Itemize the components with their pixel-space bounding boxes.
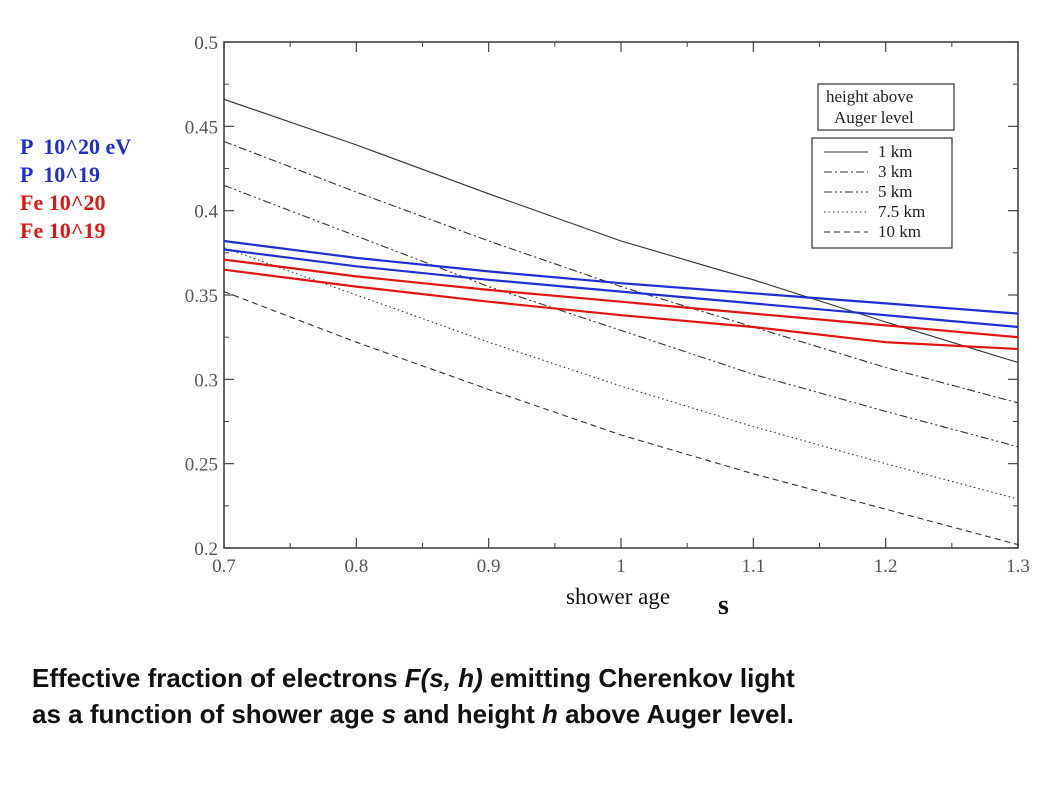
series-line-6 — [223, 239, 1019, 315]
series-line-5 — [223, 291, 1019, 546]
legend-label: 5 km — [878, 182, 912, 201]
legend-box — [811, 137, 953, 249]
series-line-1 — [223, 98, 1019, 364]
x-tick-label: 1.2 — [874, 556, 898, 577]
x-tick-label: 0.9 — [477, 556, 501, 577]
series-layer — [223, 98, 1019, 546]
side-legend-p-1e20: P 10^20 eV — [20, 134, 132, 159]
legend-label: 1 km — [878, 142, 912, 161]
x-tick-label: 1.3 — [1006, 556, 1030, 577]
x-tick-label: 1.1 — [741, 556, 765, 577]
series-line-2 — [223, 140, 1019, 404]
side-legend-p-1e19: P 10^19 — [20, 162, 101, 187]
series-line-9 — [223, 268, 1019, 351]
side-legend-fe-1e20: Fe 10^20 — [20, 190, 106, 215]
legend-title-line-1: height above — [826, 87, 913, 106]
series-line-7 — [223, 248, 1019, 329]
legend-label: 7.5 km — [878, 202, 925, 221]
chart: 0.7 0.8 0.9 1 1.1 1.2 1.3 0.2 0.25 0.3 0.35 0.4 0.45… — [185, 33, 1030, 621]
x-tick-label: 0.8 — [344, 556, 368, 577]
series-line-8 — [223, 258, 1019, 339]
caption-line-2: as a function of shower age s and height… — [32, 699, 794, 729]
axis-ticks: 0.7 0.8 0.9 1 1.1 1.2 1.3 0.2 0.25 0.3 0.35 0.4 0.45… — [185, 33, 1030, 577]
x-axis-label: shower age — [566, 584, 670, 609]
caption-line-1: Effective fraction of electrons F(s, h) … — [32, 663, 795, 693]
y-tick-label: 0.25 — [185, 455, 218, 476]
series-line-4 — [223, 247, 1019, 500]
legend-title-line-2: Auger level — [834, 108, 914, 127]
y-tick-label: 0.4 — [194, 202, 218, 223]
series-line-3 — [223, 184, 1019, 448]
x-tick-label: 0.7 — [212, 556, 236, 577]
figure-caption: Effective fraction of electrons F(s, h) … — [32, 660, 1042, 732]
side-legend: P 10^20 eV P 10^19 Fe 10^20 Fe 10^19 — [20, 133, 131, 245]
y-tick-label: 0.5 — [194, 33, 218, 54]
x-axis-symbol: s — [718, 590, 729, 621]
y-tick-label: 0.3 — [194, 370, 218, 391]
legend-label: 3 km — [878, 162, 912, 181]
y-tick-label: 0.2 — [194, 539, 218, 560]
inner-legend: height above Auger level 1 km3 km5 km7.5… — [811, 83, 955, 249]
y-tick-label: 0.45 — [185, 117, 218, 138]
legend-label: 10 km — [878, 222, 921, 241]
legend-title-box — [817, 83, 955, 131]
x-tick-label: 1 — [616, 556, 626, 577]
side-legend-fe-1e19: Fe 10^19 — [20, 218, 106, 243]
y-tick-label: 0.35 — [185, 286, 218, 307]
